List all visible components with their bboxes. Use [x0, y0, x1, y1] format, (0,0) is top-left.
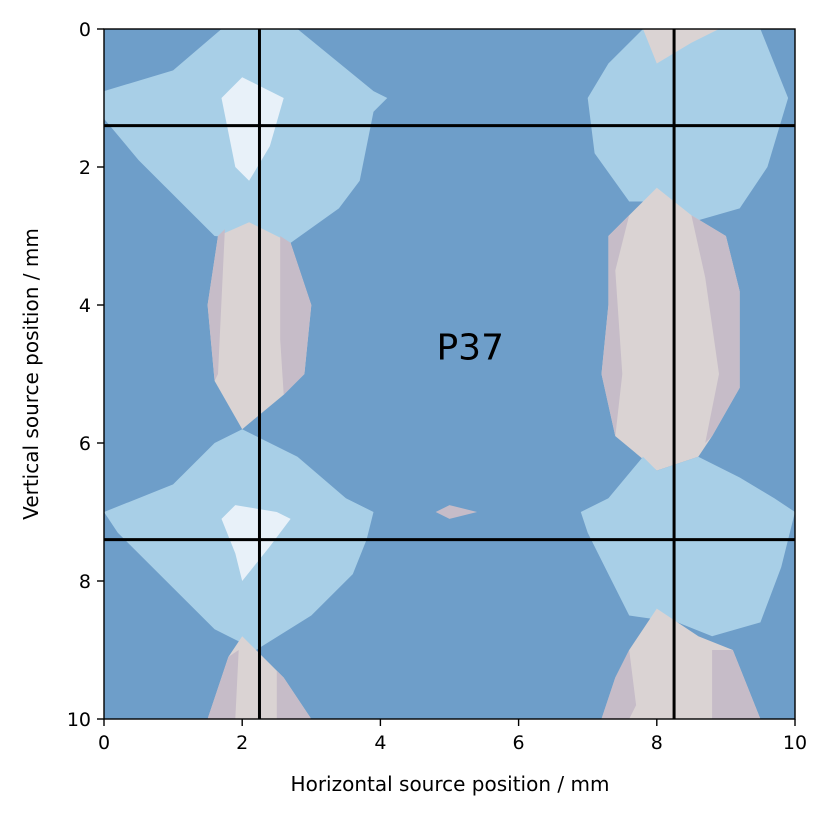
contour-region-6 [221, 505, 291, 581]
y-tick-label: 4 [79, 295, 91, 317]
contour-region-14 [691, 215, 740, 443]
reference-lines [104, 29, 795, 719]
y-tick-label: 10 [67, 709, 91, 731]
contour-region-18 [712, 650, 761, 719]
x-tick-label: 10 [783, 732, 807, 754]
contour-region-8 [207, 650, 239, 719]
contour-region-19 [435, 505, 478, 519]
y-axis-ticks: 0 2 4 6 8 10 [67, 19, 104, 731]
contour-region-17 [601, 650, 637, 719]
y-tick-label: 0 [79, 19, 91, 41]
x-tick-label: 4 [374, 732, 386, 754]
contour-region-4 [280, 236, 312, 395]
x-axis-ticks: 0 2 4 6 8 10 [98, 719, 807, 754]
y-tick-label: 2 [79, 157, 91, 179]
contour-region-15 [580, 456, 795, 637]
x-axis-label: Horizontal source position / mm [291, 772, 610, 796]
annotation-label: P37 [436, 327, 504, 368]
contour-region-3 [207, 229, 225, 381]
contour-region-13 [601, 215, 630, 437]
y-tick-label: 8 [79, 571, 91, 593]
x-tick-label: 8 [651, 732, 663, 754]
plot-frame [103, 28, 796, 720]
contour-region-9 [276, 670, 312, 719]
y-tick-label: 6 [79, 433, 91, 455]
x-tick-label: 0 [98, 732, 110, 754]
y-axis-label: Vertical source position / mm [19, 228, 43, 520]
contour-region-11 [643, 29, 719, 64]
contour-region-1 [221, 77, 284, 181]
x-tick-label: 6 [513, 732, 525, 754]
x-tick-label: 2 [236, 732, 248, 754]
